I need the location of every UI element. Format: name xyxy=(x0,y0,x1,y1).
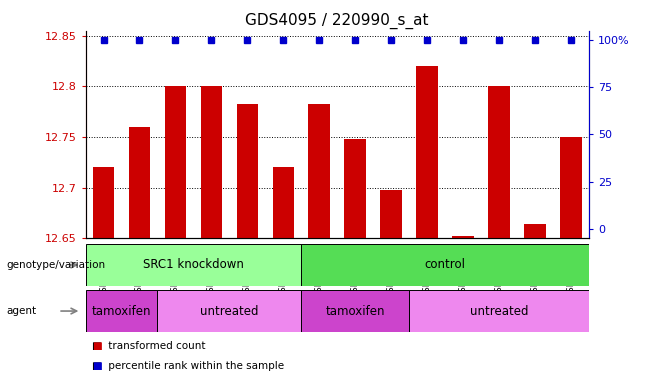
Bar xyxy=(417,66,438,238)
Bar xyxy=(93,167,114,238)
Bar xyxy=(488,86,510,238)
Bar xyxy=(164,86,186,238)
Text: ■: ■ xyxy=(92,361,102,371)
Bar xyxy=(86,244,301,286)
Bar xyxy=(380,190,402,238)
Text: ■  percentile rank within the sample: ■ percentile rank within the sample xyxy=(92,361,284,371)
Bar xyxy=(452,236,474,238)
Bar xyxy=(560,137,582,238)
Bar xyxy=(201,86,222,238)
Text: untreated: untreated xyxy=(470,305,528,318)
Bar xyxy=(301,290,409,332)
Text: genotype/variation: genotype/variation xyxy=(7,260,106,270)
Bar xyxy=(524,224,545,238)
Text: ■  transformed count: ■ transformed count xyxy=(92,341,205,351)
Bar xyxy=(344,139,366,238)
Bar xyxy=(86,290,157,332)
Bar xyxy=(237,104,258,238)
Bar xyxy=(272,167,294,238)
Bar xyxy=(409,290,589,332)
Text: agent: agent xyxy=(7,306,37,316)
Text: tamoxifen: tamoxifen xyxy=(326,305,385,318)
Text: ■: ■ xyxy=(92,341,102,351)
Text: control: control xyxy=(424,258,466,271)
Bar xyxy=(157,290,301,332)
Title: GDS4095 / 220990_s_at: GDS4095 / 220990_s_at xyxy=(245,13,429,29)
Text: SRC1 knockdown: SRC1 knockdown xyxy=(143,258,244,271)
Text: tamoxifen: tamoxifen xyxy=(91,305,151,318)
Bar xyxy=(301,244,589,286)
Text: untreated: untreated xyxy=(200,305,259,318)
Bar xyxy=(129,127,150,238)
Bar xyxy=(309,104,330,238)
